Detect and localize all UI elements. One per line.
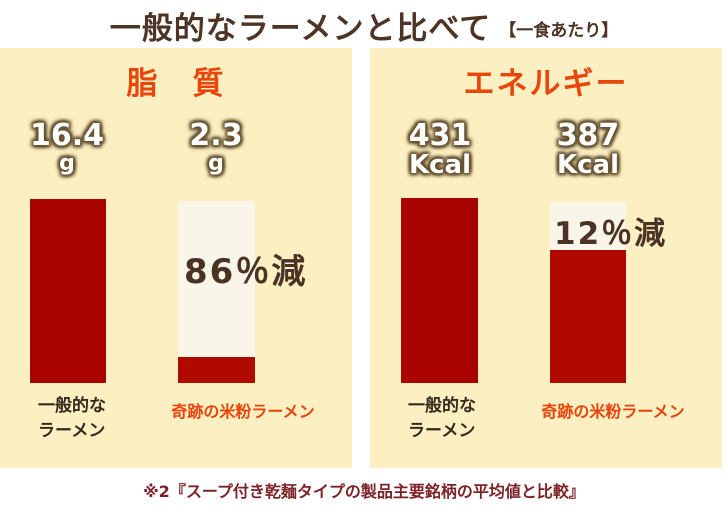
fat-product-category-label: 奇跡の米粉ラーメン bbox=[171, 402, 315, 421]
energy-product-bar-reduced-area bbox=[550, 202, 626, 250]
fat-generic-category-label: 一般的な ラーメン bbox=[38, 394, 106, 443]
energy-generic-category-label: 一般的な ラーメン bbox=[408, 394, 476, 443]
fat-generic-bar bbox=[30, 199, 106, 383]
fat-product-value: 2.3 bbox=[189, 118, 243, 153]
energy-generic-value-block: 431 Kcal bbox=[385, 120, 495, 179]
fat-panel-header: 脂 質 bbox=[126, 66, 226, 102]
energy-product-unit: Kcal bbox=[556, 149, 620, 180]
fat-generic-value: 16.4 bbox=[29, 118, 105, 153]
page-title-main: 一般的なラーメンと比べて bbox=[109, 10, 492, 47]
energy-generic-category-line1: 一般的な bbox=[408, 396, 476, 416]
energy-product-value: 387 bbox=[556, 118, 620, 153]
fat-generic-category-line2: ラーメン bbox=[38, 420, 106, 441]
fat-product-bar-reduced-area bbox=[178, 201, 255, 357]
energy-generic-value: 431 bbox=[408, 118, 472, 153]
footnote: ※2『スープ付き乾麺タイプの製品主要銘柄の平均値と比較』 bbox=[143, 482, 585, 501]
fat-reduction-annotation: 86％減 bbox=[184, 252, 308, 292]
fat-generic-unit: g bbox=[59, 150, 75, 176]
energy-generic-unit: Kcal bbox=[408, 149, 472, 180]
energy-product-bar-remaining bbox=[550, 250, 626, 383]
energy-product-category-label: 奇跡の米粉ラーメン bbox=[541, 402, 685, 421]
page-title: 一般的なラーメンと比べて 【一食あたり】 bbox=[0, 4, 728, 47]
page-title-note: 【一食あたり】 bbox=[499, 20, 619, 41]
fat-generic-category-line1: 一般的な bbox=[38, 396, 106, 416]
energy-reduction-annotation: 12％減 bbox=[554, 216, 668, 252]
energy-panel: エネルギー 431 Kcal 387 Kcal 12％減 一般的な ラーメン 奇… bbox=[370, 48, 722, 468]
energy-product-value-block: 387 Kcal bbox=[533, 120, 643, 179]
energy-generic-bar bbox=[401, 198, 478, 383]
energy-panel-header: エネルギー bbox=[463, 66, 629, 102]
fat-panel: 脂 質 16.4 g 2.3 g 86％減 一般的な ラーメン 奇跡の米粉ラーメ… bbox=[0, 48, 352, 468]
fat-product-value-block: 2.3 g bbox=[161, 120, 271, 175]
fat-product-bar bbox=[178, 201, 255, 383]
fat-product-unit: g bbox=[208, 150, 224, 176]
energy-product-bar bbox=[550, 202, 626, 383]
fat-product-bar-remaining bbox=[178, 357, 255, 383]
energy-generic-category-line2: ラーメン bbox=[408, 420, 476, 441]
fat-generic-value-block: 16.4 g bbox=[12, 120, 122, 175]
